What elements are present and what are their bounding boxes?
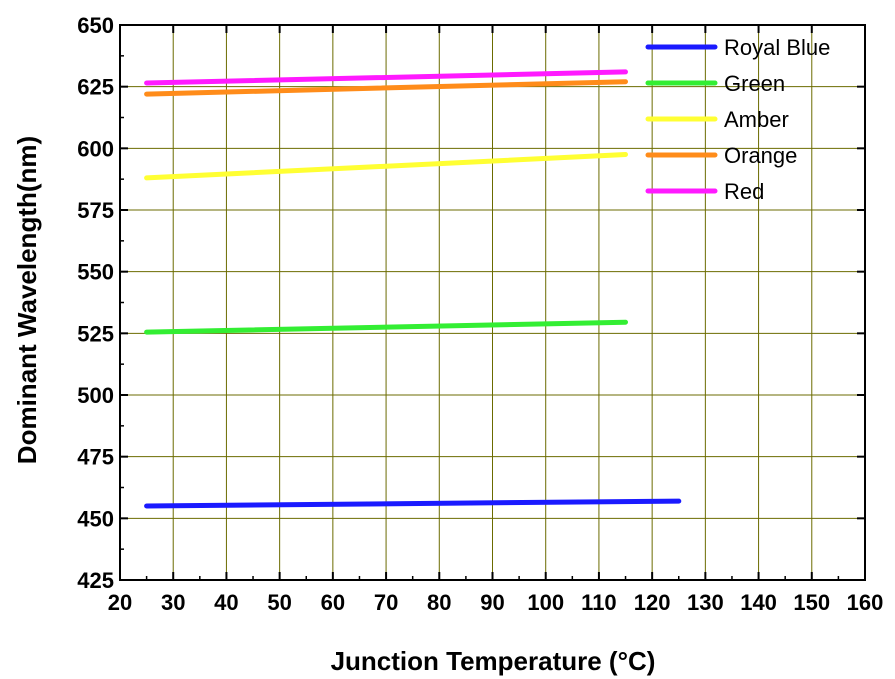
legend-label-green: Green [724,71,785,96]
x-tick-label: 100 [527,590,564,615]
x-tick-label: 60 [321,590,345,615]
y-tick-label: 575 [77,198,114,223]
x-axis-title: Junction Temperature (°C) [331,646,656,676]
y-tick-label: 450 [77,506,114,531]
y-tick-label: 625 [77,75,114,100]
x-tick-label: 80 [427,590,451,615]
series-lines [144,69,682,509]
y-axis-title: Dominant Wavelength(nm) [12,136,42,464]
x-tick-label: 120 [634,590,671,615]
ticks [119,24,866,581]
y-tick-label: 500 [77,383,114,408]
legend-label-red: Red [724,179,764,204]
x-tick-label: 70 [374,590,398,615]
y-tick-label: 550 [77,260,114,285]
legend-label-amber: Amber [724,107,789,132]
y-tick-label: 600 [77,136,114,161]
series-line-orange [144,79,628,97]
x-tick-label: 150 [793,590,830,615]
legend: Royal Blue Green Amber Orange Red [645,35,830,204]
y-tick-label: 525 [77,321,114,346]
series-line-amber [144,152,628,181]
legend-label-orange: Orange [724,143,797,168]
series-line-red [144,69,628,86]
x-tick-label: 30 [161,590,185,615]
x-tick-label: 40 [214,590,238,615]
x-tick-label: 50 [267,590,291,615]
legend-label-royal-blue: Royal Blue [724,35,830,60]
x-tick-label: 160 [847,590,884,615]
x-tick-label: 90 [480,590,504,615]
series-line-green [144,319,628,335]
x-tick-label: 130 [687,590,724,615]
series-line-royal-blue [144,498,682,509]
x-tick-label: 110 [581,590,617,615]
tick-labels: 20 30 40 50 60 70 80 90 100 110 120 130 140 150 160 425… [77,13,883,615]
x-tick-label: 140 [740,590,777,615]
y-tick-label: 650 [77,13,114,38]
y-tick-label: 475 [77,445,114,470]
x-tick-label: 20 [108,590,132,615]
y-tick-label: 425 [77,568,114,593]
